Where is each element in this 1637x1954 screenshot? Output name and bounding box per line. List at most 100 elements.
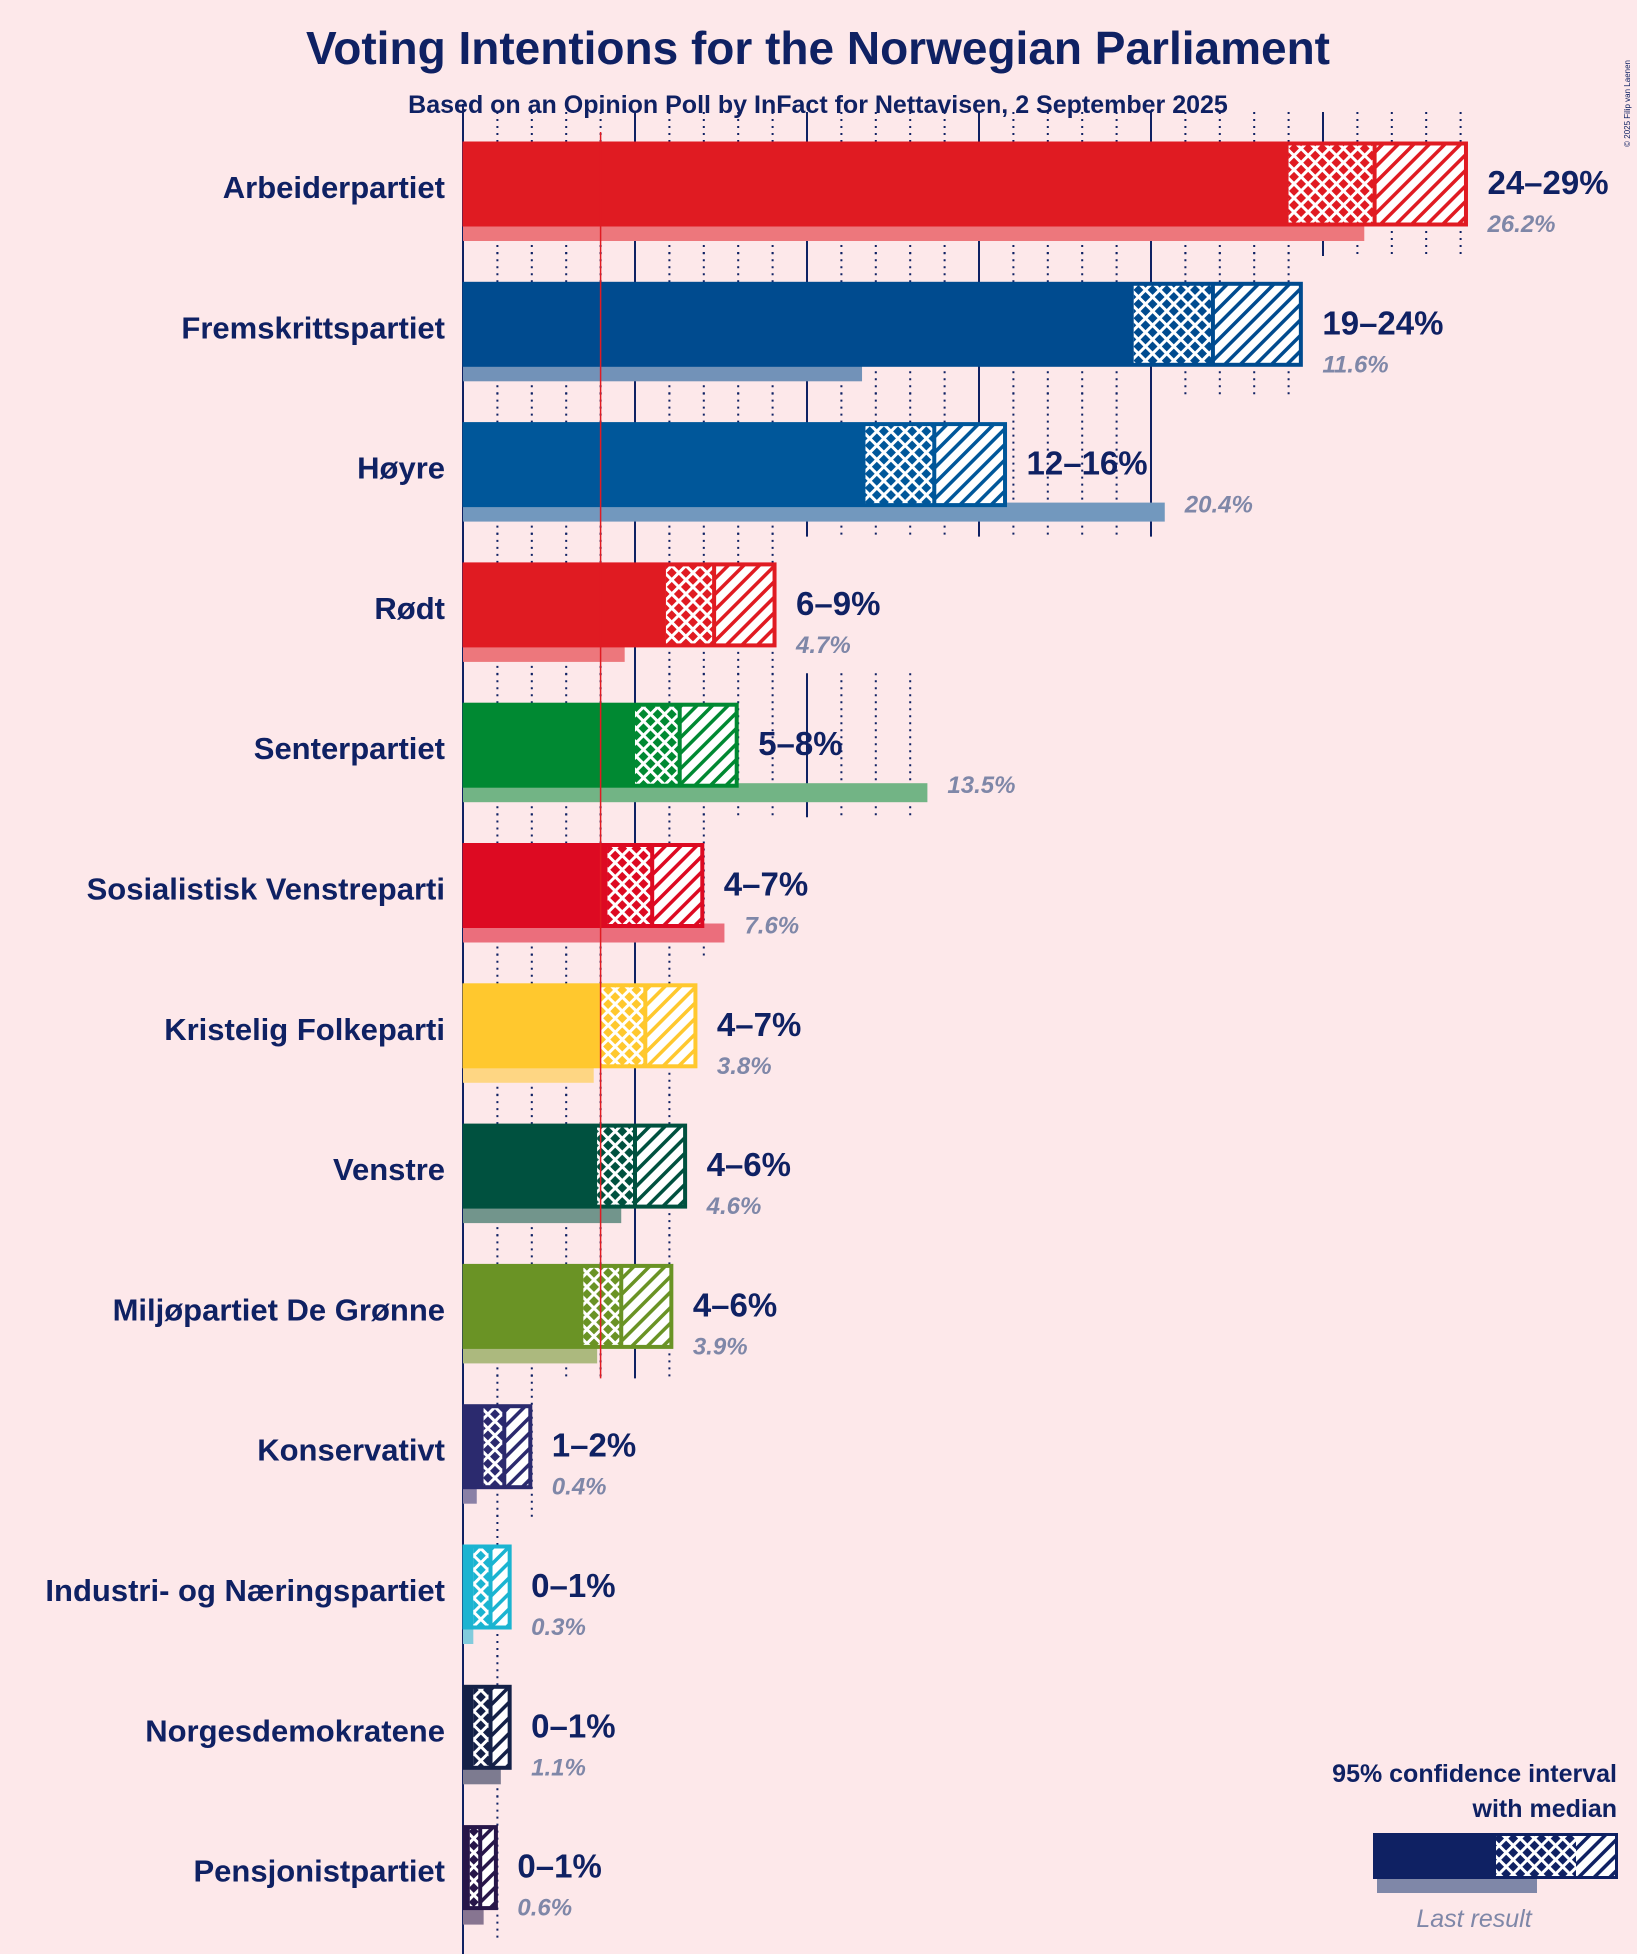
legend-solid [1373, 1833, 1496, 1879]
bar-outline [462, 562, 777, 648]
last-result-label: 7.6% [744, 913, 799, 940]
bar-solid [463, 703, 635, 788]
party-row: Senterpartiet 5–8% 13.5% [254, 673, 1015, 818]
bar-outline [462, 1544, 512, 1630]
last-result-bar [463, 783, 928, 803]
last-result-bar [463, 502, 1165, 522]
party-row: Kristelig Folkeparti 4–7% 3.8% [164, 953, 801, 1098]
party-label: Miljøpartiet De Grønne [113, 1292, 445, 1327]
bar-solid [463, 1124, 598, 1209]
bar-outline [462, 1263, 674, 1349]
party-row: Pensjonistpartiet 0–1% 0.6% [194, 1795, 602, 1940]
legend-outline [1373, 1833, 1618, 1879]
bar-ci-lower [607, 843, 653, 928]
range-label: 12–16% [1027, 445, 1148, 482]
last-result-bar [463, 1484, 477, 1504]
last-result-label: 0.4% [552, 1474, 607, 1501]
party-label: Pensjonistpartiet [194, 1854, 446, 1889]
legend-line2: with median [1472, 1795, 1617, 1823]
party-label: Høyre [357, 451, 445, 486]
party-row: Venstre 4–6% 4.6% [333, 1094, 791, 1239]
bar-solid [463, 142, 1289, 226]
range-label: 0–1% [531, 1567, 615, 1604]
bar-solid [463, 983, 601, 1068]
last-result-label: 4.6% [706, 1193, 762, 1220]
range-label: 4–6% [693, 1286, 777, 1323]
bar-solid [463, 562, 666, 647]
party-row: Rødt 6–9% 4.7% [374, 532, 880, 677]
party-label: Norgesdemokratene [145, 1713, 445, 1748]
bar-outline [462, 1123, 688, 1209]
last-result-bar [463, 923, 725, 943]
bar-ci-lower [1288, 142, 1375, 226]
legend-hatch [1576, 1833, 1618, 1879]
bar-outline [462, 281, 1303, 367]
last-result-bar [463, 1905, 484, 1925]
last-result-bar [463, 362, 863, 382]
range-label: 1–2% [552, 1427, 636, 1464]
legend-line1: 95% confidence interval [1332, 1760, 1617, 1788]
last-result-label: 0.6% [517, 1895, 572, 1922]
last-result-bar [463, 642, 625, 662]
bar-ci-upper [490, 1685, 512, 1770]
legend: 95% confidence interval with median Last… [1332, 1760, 1618, 1933]
bar-ci-upper [1374, 142, 1468, 226]
range-label: 24–29% [1487, 164, 1608, 201]
bar-solid [463, 843, 608, 928]
legend-swatch [1373, 1833, 1618, 1893]
last-result-bar [463, 1063, 594, 1083]
party-label: Konservativt [257, 1433, 445, 1468]
last-result-label: 1.1% [531, 1754, 586, 1781]
party-label: Kristelig Folkeparti [164, 1012, 445, 1047]
bar-ci-lower [600, 983, 646, 1068]
bar-ci-upper [714, 562, 777, 647]
last-result-label: 3.9% [693, 1333, 748, 1360]
party-row: Konservativt 1–2% 0.4% [257, 1374, 636, 1519]
bar-solid [463, 422, 866, 507]
party-label: Industri- og Næringspartiet [45, 1573, 445, 1608]
bar-ci-lower [583, 1264, 622, 1349]
party-row: Arbeiderpartiet 24–29% 26.2% [223, 112, 1609, 256]
bar-ci-upper [652, 843, 704, 928]
copyright: © 2025 Filip van Laenen [1623, 60, 1632, 147]
party-label: Sosialistisk Venstreparti [87, 872, 445, 907]
bar-ci-upper [621, 1264, 673, 1349]
bar-solid [463, 282, 1134, 367]
bar-ci-lower [1133, 282, 1213, 367]
last-result-bar [463, 1625, 474, 1644]
party-label: Senterpartiet [254, 731, 445, 766]
party-label: Arbeiderpartiet [223, 170, 445, 205]
chart-title: Voting Intentions for the Norwegian Parl… [306, 22, 1330, 74]
bar-ci-lower [483, 1404, 505, 1489]
last-result-label: 0.3% [531, 1614, 586, 1641]
last-result-label: 20.4% [1184, 492, 1253, 519]
bar-outline [462, 141, 1468, 227]
range-label: 4–7% [717, 1006, 801, 1043]
bar-outline [462, 983, 698, 1069]
last-result-label: 13.5% [947, 772, 1015, 799]
range-label: 4–7% [724, 866, 808, 903]
party-label: Fremskrittspartiet [181, 310, 445, 345]
party-row: Høyre 12–16% 20.4% [357, 392, 1253, 537]
range-label: 5–8% [758, 725, 842, 762]
bar-ci-upper [645, 983, 697, 1068]
party-label: Venstre [333, 1152, 445, 1187]
bar-ci-upper [490, 1545, 512, 1629]
range-label: 0–1% [531, 1707, 615, 1744]
last-result-bar [463, 1765, 501, 1785]
range-label: 6–9% [796, 585, 880, 622]
last-result-bar [463, 1344, 598, 1364]
party-row: Norgesdemokratene 0–1% 1.1% [145, 1655, 616, 1800]
party-label: Rødt [374, 591, 445, 626]
range-label: 4–6% [707, 1146, 791, 1183]
bar-ci-lower [865, 422, 935, 507]
bar-ci-upper [635, 1124, 687, 1209]
bar-ci-upper [480, 1825, 498, 1910]
bar-solid [463, 1404, 484, 1489]
party-row: Industri- og Næringspartiet 0–1% 0.3% [45, 1515, 616, 1659]
bar-outline [462, 843, 705, 928]
range-label: 0–1% [517, 1848, 601, 1885]
legend-cross [1496, 1833, 1576, 1879]
party-row: Sosialistisk Venstreparti 4–7% 7.6% [87, 813, 808, 958]
